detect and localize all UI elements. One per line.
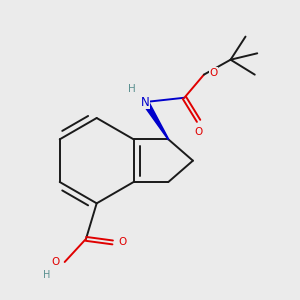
Polygon shape <box>142 100 169 140</box>
Text: H: H <box>128 83 136 94</box>
Text: O: O <box>194 127 203 136</box>
Text: O: O <box>52 257 60 267</box>
Text: H: H <box>43 271 50 281</box>
Text: O: O <box>118 237 127 248</box>
Text: O: O <box>209 68 217 78</box>
Text: N: N <box>141 95 150 109</box>
